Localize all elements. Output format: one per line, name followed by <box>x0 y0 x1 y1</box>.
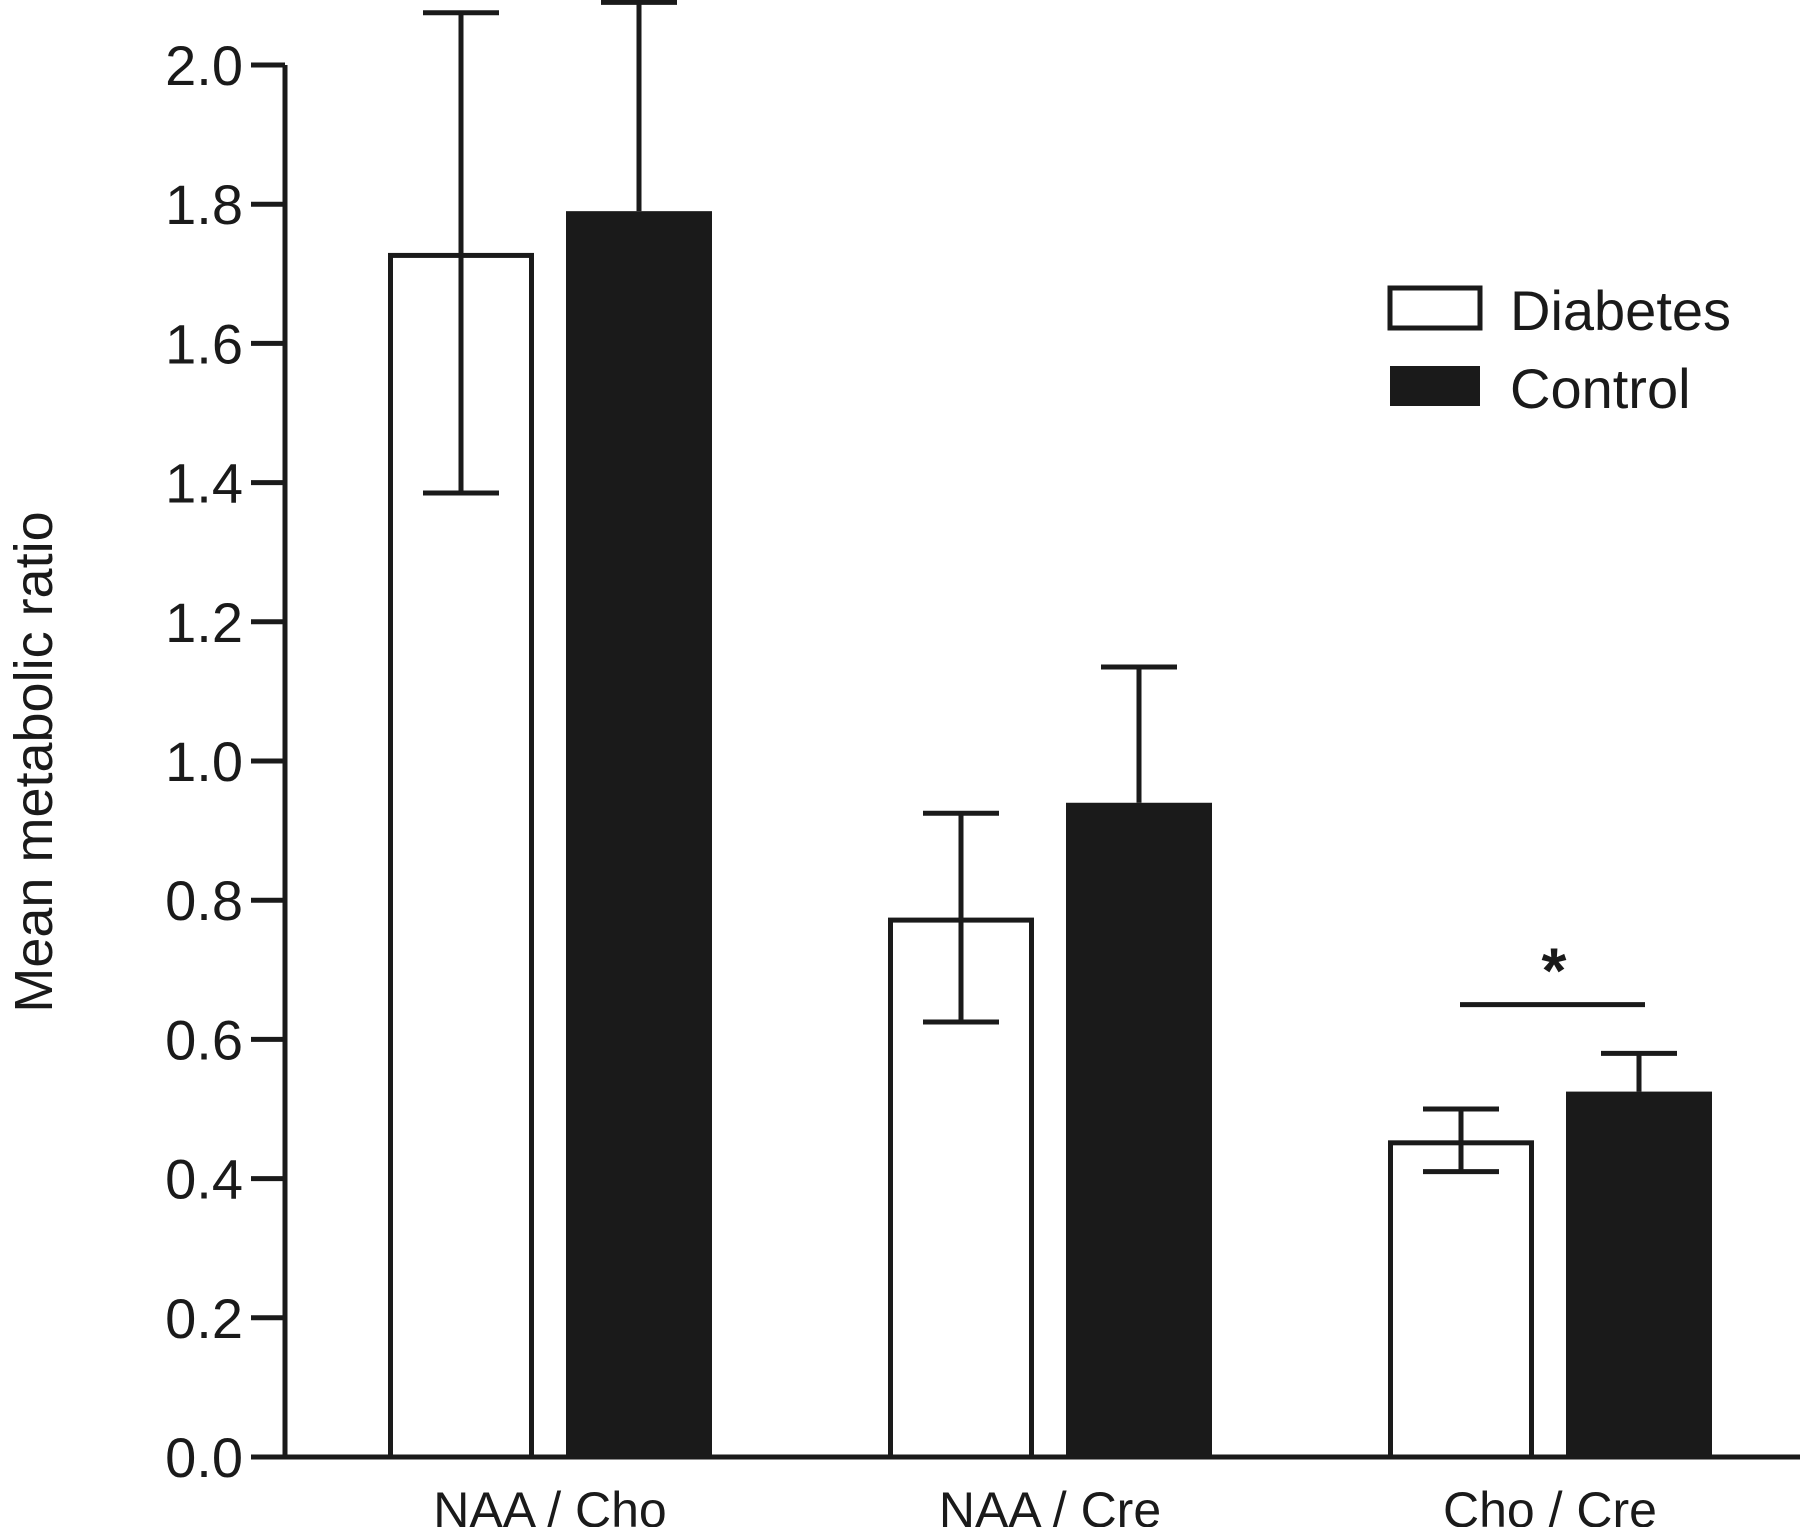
y-tick-label-0: 0.0 <box>165 1426 243 1489</box>
legend: Diabetes Control <box>1387 279 1731 420</box>
y-tick-label-2: 0.4 <box>165 1148 243 1211</box>
y-tick-label-9: 1.8 <box>165 173 243 236</box>
y-tick-label-8: 1.6 <box>165 312 243 375</box>
bar-control-2 <box>1566 1091 1712 1457</box>
legend-label-control: Control <box>1510 357 1691 420</box>
bar-control-1 <box>1066 802 1212 1457</box>
y-axis-title: Mean metabolic ratio <box>4 511 64 1012</box>
x-tick-label-0: NAA / Cho <box>433 1482 666 1527</box>
bars-layer <box>388 211 1712 1460</box>
y-tick-label-10: 2.0 <box>165 34 243 97</box>
error-bars-layer <box>423 0 1677 1175</box>
legend-swatch-diabetes <box>1387 285 1483 331</box>
x-tick-label-1: NAA / Cre <box>939 1482 1161 1527</box>
bar-control-0 <box>566 211 712 1457</box>
x-tick-label-2: Cho / Cre <box>1443 1482 1657 1527</box>
y-tick-label-7: 1.4 <box>165 452 243 515</box>
axes-layer: NAA / Cho NAA / Cre Cho / Cre 0.0 0.2 0.4 0.6 0… <box>165 34 1800 1527</box>
y-tick-label-4: 0.8 <box>165 869 243 932</box>
y-tick-label-3: 0.6 <box>165 1008 243 1071</box>
annotations-layer: * <box>1460 935 1645 1008</box>
y-tick-label-5: 1.0 <box>165 730 243 793</box>
y-tick-label-6: 1.2 <box>165 591 243 654</box>
legend-label-diabetes: Diabetes <box>1510 279 1731 342</box>
legend-swatch-control <box>1390 366 1480 406</box>
y-tick-label-1: 0.2 <box>165 1287 243 1350</box>
significance-marker-0: * <box>1542 935 1567 1007</box>
bar-diabetes-2 <box>1388 1140 1534 1460</box>
